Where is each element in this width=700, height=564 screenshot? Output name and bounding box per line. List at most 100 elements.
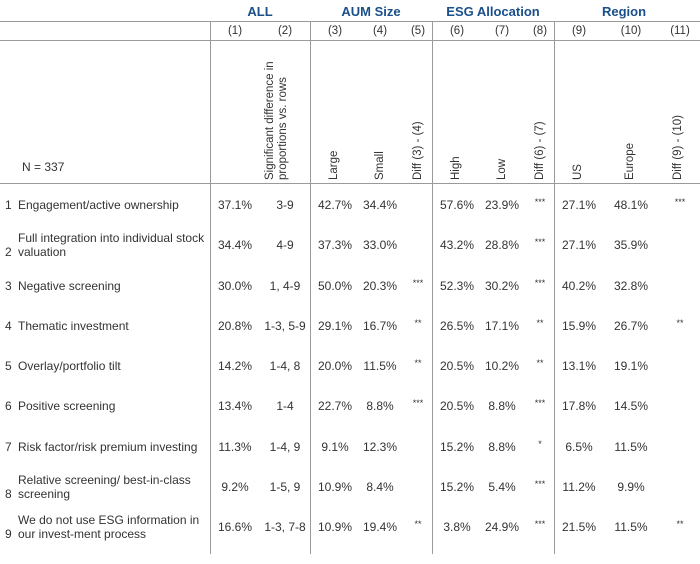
col-label-significant-difference: Significant difference in proportions vs… — [264, 61, 289, 180]
cell-diff-6-7: *** — [534, 278, 546, 288]
col-label-europe: Europe — [624, 142, 636, 180]
col-number-1: (1) — [227, 25, 243, 37]
col-label-diff-3-4: Diff (3) - (4) — [412, 121, 424, 180]
cell-us: 27.1% — [561, 198, 597, 212]
row-label: Risk factor/risk premium investing — [18, 440, 198, 454]
cell-diff-3-4: *** — [412, 278, 424, 288]
cell-significant-difference: 1, 4-9 — [269, 279, 301, 293]
cell-small: 19.4% — [362, 520, 398, 534]
table-row: 7 Risk factor/risk premium investing 11.3%… — [0, 427, 700, 467]
col-label-us: US — [572, 164, 584, 180]
row-label: Thematic investment — [18, 319, 129, 333]
cell-all: 13.4% — [217, 399, 253, 413]
column-divider-esg — [432, 21, 433, 554]
cell-small: 8.4% — [366, 480, 394, 494]
cell-all: 9.2% — [221, 480, 249, 494]
cell-diff-6-7: ** — [536, 318, 544, 328]
row-label: Full integration into individual stock v… — [18, 231, 205, 259]
cell-us: 27.1% — [561, 238, 597, 252]
cell-us: 17.8% — [561, 399, 597, 413]
cell-europe: 32.8% — [613, 279, 649, 293]
col-label-diff-9-10: Diff (9) - (10) — [672, 115, 684, 180]
cell-us: 6.5% — [565, 440, 593, 454]
cell-small: 11.5% — [363, 359, 397, 373]
cell-low: 10.2% — [484, 359, 520, 373]
col-label-low: Low — [496, 158, 508, 180]
cell-significant-difference: 1-5, 9 — [269, 480, 301, 494]
cell-large: 20.0% — [317, 359, 353, 373]
cell-small: 34.4% — [362, 198, 398, 212]
table-row: 8 Relative screening/ best-in-class scree… — [0, 467, 700, 507]
cell-small: 16.7% — [362, 319, 398, 333]
cell-all: 37.1% — [217, 198, 253, 212]
row-number: 9 — [5, 527, 12, 541]
cell-diff-6-7: *** — [534, 398, 546, 408]
col-number-2: (2) — [277, 25, 293, 37]
cell-low: 30.2% — [484, 279, 520, 293]
cell-low: 8.8% — [488, 399, 516, 413]
col-number-4: (4) — [372, 25, 388, 37]
table-row: 4 Thematic investment 20.8% 1-3, 5-9 29.1% 16… — [0, 306, 700, 346]
cell-high: 20.5% — [439, 359, 475, 373]
cell-high: 52.3% — [439, 279, 475, 293]
col-number-6: (6) — [449, 25, 465, 37]
cell-small: 8.8% — [366, 399, 394, 413]
table-row: 6 Positive screening 13.4% 1-4 22.7% 8.8% *** 2… — [0, 386, 700, 426]
group-header-esg-allocation: ESG Allocation — [446, 4, 540, 19]
cell-large: 10.9% — [317, 480, 353, 494]
cell-large: 22.7% — [317, 399, 353, 413]
cell-low: 28.8% — [484, 238, 520, 252]
col-label-high: High — [450, 156, 462, 180]
table-row: 1 Engagement/active ownership 37.1% 3-9 42.7… — [0, 185, 700, 225]
cell-europe: 11.5% — [614, 440, 648, 454]
cell-high: 15.2% — [439, 440, 475, 454]
cell-large: 37.3% — [317, 238, 353, 252]
col-number-8: (8) — [532, 25, 548, 37]
cell-small: 12.3% — [362, 440, 398, 454]
cell-us: 21.5% — [561, 520, 597, 534]
col-number-11: (11) — [670, 25, 690, 37]
row-label: Relative screening/ best-in-class screen… — [18, 473, 191, 501]
cell-high: 3.8% — [443, 520, 471, 534]
table-row: 2 Full integration into individual stock … — [0, 225, 700, 265]
col-number-3: (3) — [327, 25, 343, 37]
cell-small: 20.3% — [362, 279, 398, 293]
cell-large: 9.1% — [321, 440, 349, 454]
header-rule-top — [0, 21, 700, 22]
col-number-10: (10) — [620, 25, 642, 37]
cell-low: 5.4% — [488, 480, 516, 494]
cell-significant-difference: 1-3, 7-8 — [264, 520, 306, 534]
col-number-9: (9) — [571, 25, 587, 37]
row-label: We do not use ESG information in our inv… — [18, 513, 200, 541]
col-label-diff-6-7: Diff (6) - (7) — [534, 121, 546, 180]
cell-europe: 26.7% — [613, 319, 649, 333]
cell-diff-6-7: *** — [534, 197, 546, 207]
cell-large: 50.0% — [317, 279, 353, 293]
cell-all: 30.0% — [217, 279, 253, 293]
table-row: 5 Overlay/portfolio tilt 14.2% 1-4, 8 20.0% 1… — [0, 346, 700, 386]
row-number: 1 — [5, 198, 12, 212]
col-label-large: Large — [328, 150, 340, 180]
cell-diff-3-4: ** — [414, 358, 422, 368]
cell-diff-9-10: ** — [676, 519, 684, 529]
cell-low: 8.8% — [488, 440, 516, 454]
cell-europe: 19.1% — [613, 359, 649, 373]
cell-high: 20.5% — [439, 399, 475, 413]
row-label: Engagement/active ownership — [18, 198, 179, 212]
cell-significant-difference: 1-4 — [276, 399, 294, 413]
row-number: 7 — [5, 440, 12, 454]
cell-high: 26.5% — [439, 319, 475, 333]
sample-size-label: N = 337 — [22, 160, 65, 174]
cell-diff-3-4: *** — [412, 398, 424, 408]
group-header-all: ALL — [247, 4, 273, 19]
cell-all: 16.6% — [217, 520, 253, 534]
cell-large: 42.7% — [317, 198, 353, 212]
cell-large: 29.1% — [317, 319, 353, 333]
column-divider-aum — [310, 21, 311, 554]
cell-low: 24.9% — [484, 520, 520, 534]
col-number-5: (5) — [410, 25, 426, 37]
cell-us: 40.2% — [561, 279, 597, 293]
cell-diff-9-10: *** — [674, 197, 686, 207]
col-number-7: (7) — [494, 25, 510, 37]
cell-high: 57.6% — [439, 198, 475, 212]
